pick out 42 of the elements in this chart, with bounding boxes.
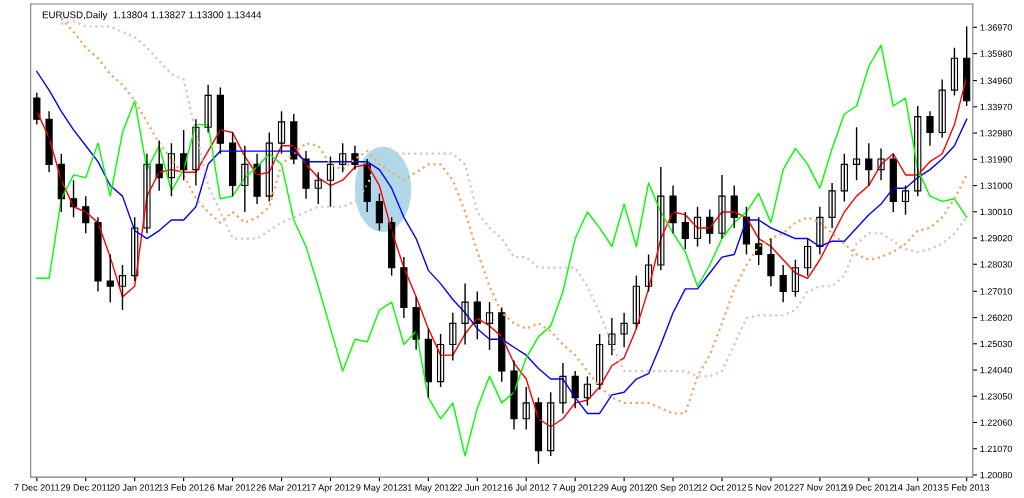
x-tick-label: 22 Jun 2012 xyxy=(452,484,502,491)
x-tick-label: 5 Nov 2012 xyxy=(748,484,794,491)
y-tick-label: 1.33970 xyxy=(980,103,1013,111)
y-tick-label: 1.31000 xyxy=(980,182,1013,189)
y-tick-label: 1.34960 xyxy=(980,77,1013,84)
x-tick-label: 27 Nov 2012 xyxy=(794,484,846,491)
y-tick-label: 1.29020 xyxy=(980,234,1013,242)
x-tick-label: 5 Feb 2013 xyxy=(944,484,990,491)
y-tick-label: 1.22060 xyxy=(980,419,1013,426)
y-tick-label: 1.30010 xyxy=(980,208,1013,216)
x-tick-label: 9 May 2012 xyxy=(356,484,403,493)
x-tick-label: 12 Oct 2012 xyxy=(698,484,747,491)
x-tick-label: 7 Dec 2011 xyxy=(14,484,60,491)
candlestick xyxy=(865,142,873,187)
y-tick-label: 1.36970 xyxy=(980,24,1013,31)
y-tick-label: 1.35980 xyxy=(980,50,1013,57)
x-tick-label: 19 Dec 2012 xyxy=(843,484,894,491)
x-tick-label: 16 Jul 2012 xyxy=(503,484,550,491)
x-tick-label: 7 Aug 2012 xyxy=(552,484,598,493)
y-tick-label: 1.27010 xyxy=(980,288,1013,295)
x-tick-label: 13 Feb 2012 xyxy=(159,484,209,491)
y-tick-label: 1.32980 xyxy=(980,130,1013,137)
x-tick-label: 29 Dec 2011 xyxy=(60,484,111,491)
x-tick-label: 17 Apr 2012 xyxy=(306,484,355,493)
y-tick-label: 1.20080 xyxy=(980,471,1013,479)
y-tick-label: 1.23050 xyxy=(980,393,1013,400)
y-tick-label: 1.31990 xyxy=(980,156,1013,163)
x-tick-label: 6 Mar 2012 xyxy=(210,484,255,491)
y-tick-label: 1.24040 xyxy=(980,366,1013,374)
candlestick xyxy=(106,253,114,303)
x-tick-label: 14 Jan 2013 xyxy=(893,484,943,491)
x-tick-label: 20 Sep 2012 xyxy=(647,484,699,493)
y-tick-label: 1.21070 xyxy=(980,445,1013,453)
x-tick-label: 31 May 2012 xyxy=(402,484,454,493)
x-tick-label: 29 Aug 2012 xyxy=(599,484,650,493)
y-tick-label: 1.26020 xyxy=(980,314,1013,321)
text: EURUSD,Daily 1.13804 1.13827 1.13300 1.13444 xyxy=(42,11,262,21)
y-tick-label: 1.28030 xyxy=(980,261,1013,268)
x-tick-label: 20 Jan 2012 xyxy=(110,484,160,491)
candlestick xyxy=(852,126,861,181)
y-tick-label: 1.25030 xyxy=(980,340,1013,348)
x-tick-label: 26 Mar 2012 xyxy=(256,484,307,491)
